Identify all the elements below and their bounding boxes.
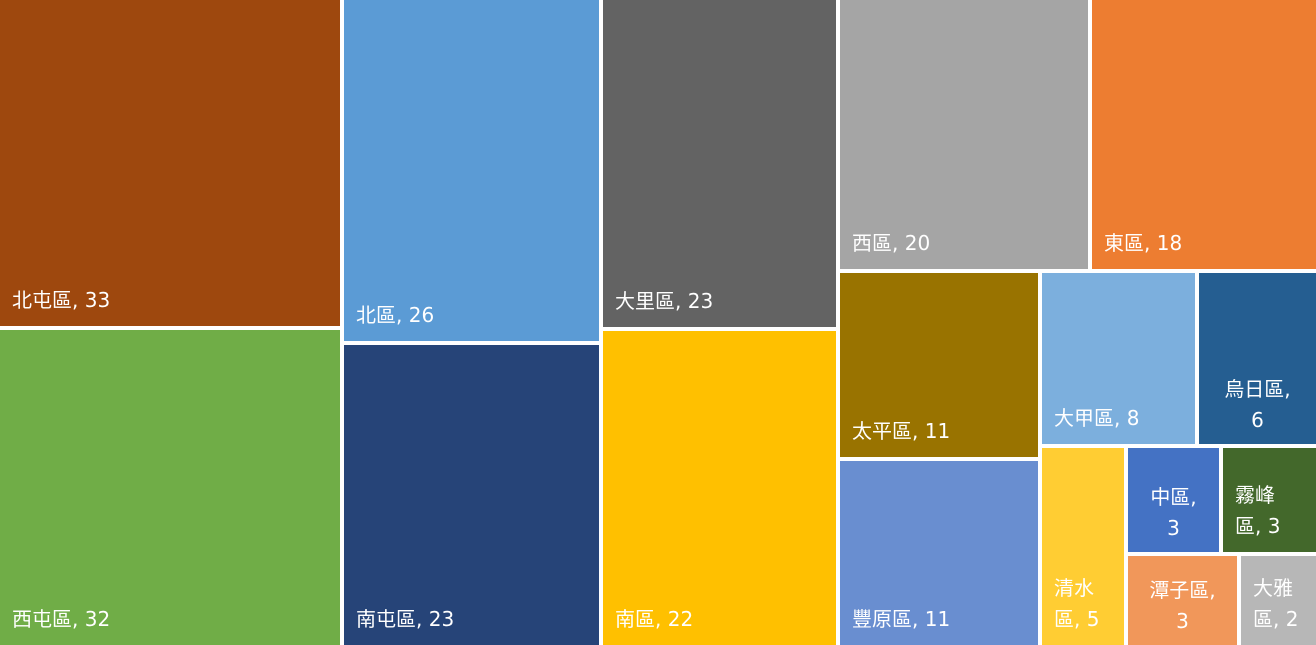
treemap-tile: 南區, 22 bbox=[603, 331, 836, 645]
treemap-tile-label: 南屯區, 23 bbox=[356, 604, 454, 635]
treemap-tile-label-line: 東區, 18 bbox=[1104, 231, 1183, 255]
treemap-tile-label-line: 豐原區, 11 bbox=[852, 607, 951, 631]
treemap-tile-label-line: 西屯區, 32 bbox=[12, 607, 111, 631]
treemap-tile: 霧峰區, 3 bbox=[1223, 448, 1316, 552]
treemap-tile-label-line: 西區, 20 bbox=[852, 231, 931, 255]
treemap-tile-label: 豐原區, 11 bbox=[852, 604, 950, 635]
treemap-tile-label-line: 區, 3 bbox=[1235, 514, 1281, 538]
treemap-tile-label: 潭子區, 3 bbox=[1128, 575, 1237, 637]
treemap-tile-label: 西區, 20 bbox=[852, 228, 930, 259]
treemap-tile-label-line: 烏日區, bbox=[1224, 377, 1291, 401]
treemap-tile-label-line: 區, 5 bbox=[1054, 607, 1100, 631]
treemap-tile-label: 清水區, 5 bbox=[1054, 573, 1099, 635]
treemap-tile-label-line: 南屯區, 23 bbox=[356, 607, 455, 631]
treemap-tile-label: 大里區, 23 bbox=[615, 286, 713, 317]
treemap-tile: 清水區, 5 bbox=[1042, 448, 1124, 645]
treemap-tile-label-line: 北屯區, 33 bbox=[12, 288, 111, 312]
treemap-tile-label-line: 南區, 22 bbox=[615, 607, 694, 631]
treemap-tile: 中區, 3 bbox=[1128, 448, 1219, 552]
treemap-tile-label: 北屯區, 33 bbox=[12, 285, 110, 316]
treemap-tile-label-line: 太平區, 11 bbox=[852, 419, 951, 443]
treemap-tile: 潭子區, 3 bbox=[1128, 556, 1237, 645]
treemap-tile: 大雅區, 2 bbox=[1241, 556, 1316, 645]
treemap-tile-label-line: 大里區, 23 bbox=[615, 289, 714, 313]
treemap-tile-label: 大雅區, 2 bbox=[1253, 573, 1298, 635]
treemap-tile-label-line: 3 bbox=[1167, 516, 1180, 540]
treemap-tile-label: 太平區, 11 bbox=[852, 416, 950, 447]
treemap-tile-label-line: 霧峰 bbox=[1235, 483, 1275, 507]
treemap-tile: 北屯區, 33 bbox=[0, 0, 340, 326]
treemap-tile: 大甲區, 8 bbox=[1042, 273, 1195, 444]
treemap-tile-label-line: 6 bbox=[1251, 408, 1264, 432]
treemap-tile: 西區, 20 bbox=[840, 0, 1088, 269]
treemap-tile-label-line: 大雅 bbox=[1253, 576, 1293, 600]
treemap-tile-label-line: 區, 2 bbox=[1253, 607, 1299, 631]
treemap-tile-label-line: 中區, bbox=[1150, 485, 1197, 509]
treemap-tile-label: 大甲區, 8 bbox=[1054, 403, 1139, 434]
treemap-tile-label: 南區, 22 bbox=[615, 604, 693, 635]
treemap-tile-label-line: 大甲區, 8 bbox=[1054, 406, 1140, 430]
treemap-tile-label: 東區, 18 bbox=[1104, 228, 1182, 259]
treemap-tile-label-line: 3 bbox=[1176, 609, 1189, 633]
treemap-tile: 東區, 18 bbox=[1092, 0, 1316, 269]
treemap-tile: 豐原區, 11 bbox=[840, 461, 1038, 645]
treemap-tile: 烏日區, 6 bbox=[1199, 273, 1316, 444]
treemap-tile-label: 西屯區, 32 bbox=[12, 604, 110, 635]
treemap-tile-label-line: 潭子區, bbox=[1149, 578, 1216, 602]
treemap-tile-label: 北區, 26 bbox=[356, 300, 434, 331]
treemap-tile: 太平區, 11 bbox=[840, 273, 1038, 457]
treemap-tile: 北區, 26 bbox=[344, 0, 599, 341]
treemap-tile-label: 烏日區, 6 bbox=[1199, 374, 1316, 436]
treemap-tile-label: 中區, 3 bbox=[1128, 482, 1219, 544]
treemap-tile: 南屯區, 23 bbox=[344, 345, 599, 645]
treemap-tile-label: 霧峰區, 3 bbox=[1235, 480, 1280, 542]
treemap-tile: 大里區, 23 bbox=[603, 0, 836, 327]
treemap-tile-label-line: 清水 bbox=[1054, 576, 1094, 600]
treemap-tile-label-line: 北區, 26 bbox=[356, 303, 435, 327]
treemap-tile: 西屯區, 32 bbox=[0, 330, 340, 645]
